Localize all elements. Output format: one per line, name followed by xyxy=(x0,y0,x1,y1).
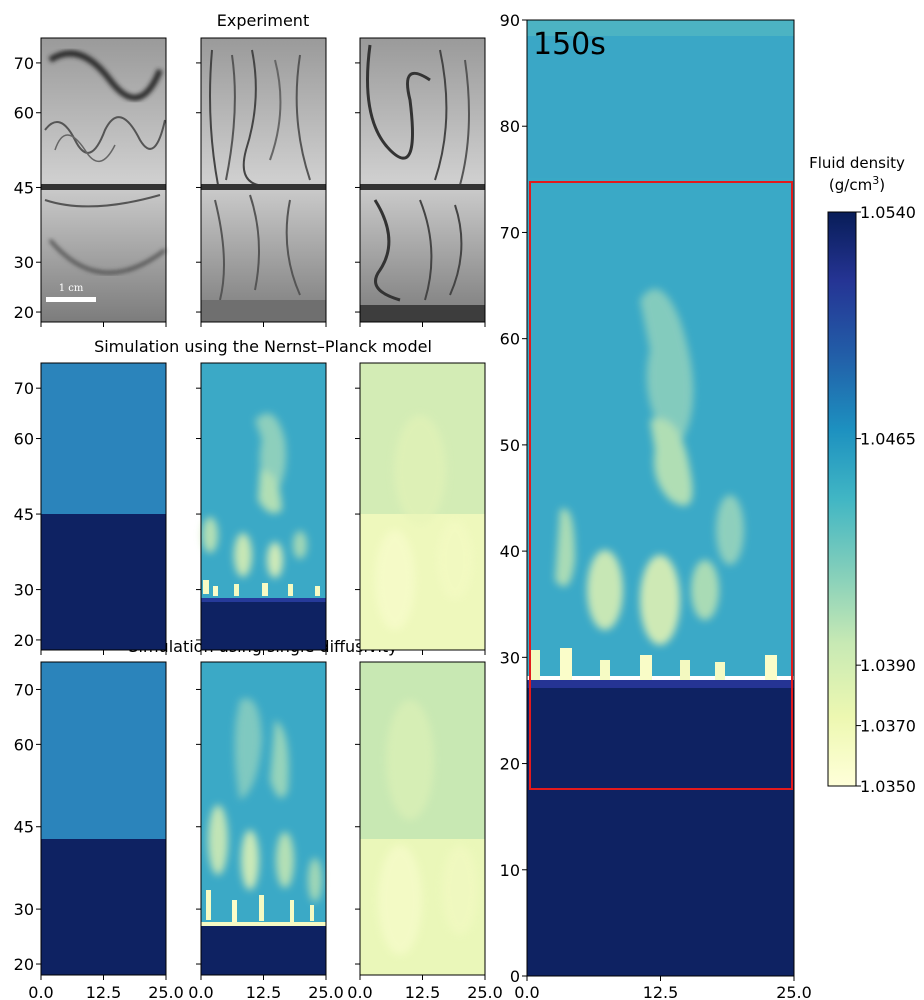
y-tick-label: 45 xyxy=(14,505,34,524)
experiment-panel-3 xyxy=(360,38,485,322)
large-panel: 150s xyxy=(527,20,794,976)
y-tick-label: 20 xyxy=(14,303,34,322)
colorbar-tick-label: 1.0390 xyxy=(860,656,916,675)
y-tick-label: 60 xyxy=(14,735,34,754)
x-tick-label: 25.0 xyxy=(467,983,503,1000)
x-tick-label: 12.5 xyxy=(405,983,441,1000)
colorbar-tick-label: 1.0465 xyxy=(860,430,916,449)
colorbar-tick-label: 1.0540 xyxy=(860,203,916,222)
sd-panel-2 xyxy=(201,662,326,975)
y-tick-label: 60 xyxy=(14,430,34,449)
x-tick-label: 0.0 xyxy=(347,983,372,1000)
highlight-box xyxy=(529,181,793,790)
large-y-tick-label: 40 xyxy=(500,542,520,561)
scale-bar-label: 1 cm xyxy=(59,283,84,294)
row-title-experiment: Experiment xyxy=(217,11,309,30)
x-tick-label: 0.0 xyxy=(28,983,53,1000)
large-y-tick-label: 70 xyxy=(500,223,520,242)
np-panel-2 xyxy=(201,363,326,650)
colorbar-label: Fluid density xyxy=(809,154,905,172)
x-tick-label: 0.0 xyxy=(188,983,213,1000)
colorbar-unit: (g/cm3) xyxy=(829,174,885,194)
np-panel-3 xyxy=(360,363,485,650)
colorbar-tick-label: 1.0350 xyxy=(860,777,916,796)
large-y-tick-label: 30 xyxy=(500,648,520,667)
sd-panel-3 xyxy=(360,662,485,975)
large-y-tick-label: 0 xyxy=(510,967,520,986)
experiment-panel-2 xyxy=(201,38,326,322)
axes-layer: 20 30 45 60 70 20 30 45 60 70 20 30 45 60 70 0.0 12.5 25.… xyxy=(14,11,812,1000)
y-tick-label: 30 xyxy=(14,581,34,600)
large-y-tick-label: 50 xyxy=(500,436,520,455)
np-panel-1 xyxy=(41,363,166,650)
colorbar-gradient xyxy=(827,211,857,787)
colorbar-tick-label: 1.0370 xyxy=(860,717,916,736)
time-label: 150s xyxy=(533,27,606,62)
experiment-panel-1: 1 cm xyxy=(41,38,166,322)
y-tick-label: 70 xyxy=(14,379,34,398)
y-tick-label: 70 xyxy=(14,680,34,699)
large-y-tick-label: 80 xyxy=(500,117,520,136)
x-tick-label: 12.5 xyxy=(86,983,122,1000)
x-tick-label: 25.0 xyxy=(308,983,344,1000)
large-y-tick-label: 20 xyxy=(500,755,520,774)
large-y-tick-label: 60 xyxy=(500,330,520,349)
large-y-tick-label: 10 xyxy=(500,861,520,880)
y-tick-label: 45 xyxy=(14,818,34,837)
row-title-nernst-planck: Simulation using the Nernst–Planck model xyxy=(94,337,432,356)
x-tick-label: 25.0 xyxy=(148,983,184,1000)
large-y-tick-label: 90 xyxy=(500,11,520,30)
colorbar-ticks: 1.0540 1.0465 1.0390 1.0370 1.0350 xyxy=(856,203,916,796)
y-tick-label: 20 xyxy=(14,955,34,974)
y-tick-label: 30 xyxy=(14,900,34,919)
colorbar: Fluid density (g/cm3) 1.0540 1.0465 1.0390… xyxy=(809,154,916,796)
x-tick-label: 12.5 xyxy=(246,983,282,1000)
y-tick-label: 60 xyxy=(14,104,34,123)
y-tick-label: 70 xyxy=(14,54,34,73)
y-tick-label: 20 xyxy=(14,631,34,650)
large-x-tick-label: 25.0 xyxy=(776,983,812,1000)
large-x-tick-label: 12.5 xyxy=(643,983,679,1000)
large-x-tick-label: 0.0 xyxy=(514,983,539,1000)
y-tick-label: 45 xyxy=(14,178,34,197)
sd-panel-1 xyxy=(41,662,166,975)
y-tick-label: 30 xyxy=(14,253,34,272)
